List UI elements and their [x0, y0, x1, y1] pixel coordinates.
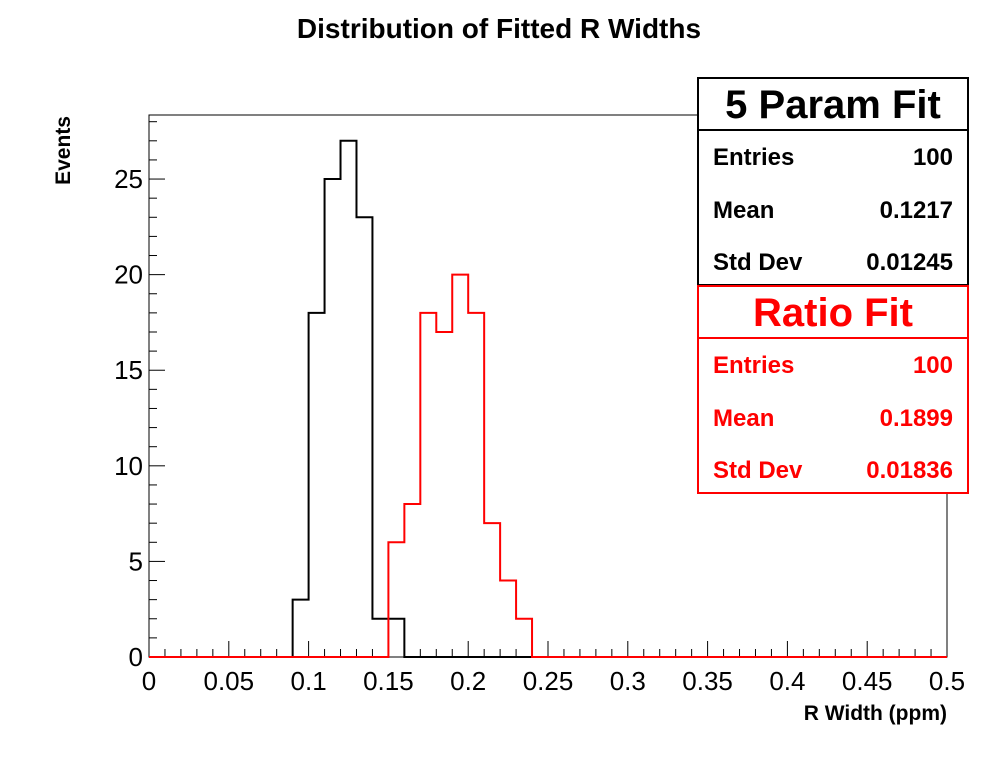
- stats-box-ratio-fit: Ratio Fit Entries 100 Mean 0.1899 Std De…: [697, 285, 969, 494]
- histogram-outline: [149, 273, 947, 658]
- stats-value: 100: [912, 144, 953, 171]
- stats-label: Entries: [713, 144, 795, 171]
- y-axis-label: Events: [52, 116, 75, 185]
- stats-value: 0.01836: [866, 457, 953, 484]
- stats-value: 100: [912, 352, 953, 379]
- x-tick-label: 0.2: [450, 666, 486, 696]
- x-tick-label: 0.4: [769, 666, 805, 696]
- histogram-bin: [388, 542, 404, 657]
- histogram-bin: [500, 581, 516, 657]
- x-tick-label: 0.1: [291, 666, 327, 696]
- stats-row-mean: Mean 0.1217: [713, 196, 953, 226]
- histogram-bin: [356, 217, 372, 657]
- histogram-bin: [516, 619, 532, 657]
- histogram-bin: [404, 504, 420, 657]
- stats-row-entries: Entries 100: [713, 143, 953, 173]
- histogram-bin: [341, 141, 357, 657]
- stats-title: 5 Param Fit: [699, 79, 967, 131]
- x-tick-label: 0.25: [523, 666, 574, 696]
- y-tick-label: 5: [129, 546, 143, 576]
- stats-row-std-dev: Std Dev 0.01245: [713, 248, 953, 278]
- histogram-bin: [372, 619, 388, 657]
- x-tick-label: 0.05: [203, 666, 254, 696]
- stats-box-5-param-fit: 5 Param Fit Entries 100 Mean 0.1217 Std …: [697, 77, 969, 286]
- stats-label: Mean: [713, 197, 775, 224]
- axis-ticks: [148, 121, 948, 658]
- x-tick-label: 0.35: [682, 666, 733, 696]
- stats-row-entries: Entries 100: [713, 351, 953, 381]
- histogram-bin: [484, 523, 500, 657]
- y-tick-label: 10: [114, 451, 143, 481]
- stats-label: Std Dev: [713, 457, 803, 484]
- x-tick-label: 0: [142, 666, 156, 696]
- stats-label: Std Dev: [713, 249, 803, 276]
- stats-value: 0.01245: [866, 249, 953, 276]
- y-tick-label: 20: [114, 260, 143, 290]
- chart-title: Distribution of Fitted R Widths: [297, 13, 701, 44]
- x-tick-label: 0.15: [363, 666, 414, 696]
- histogram-bin: [309, 313, 325, 657]
- y-tick-label: 0: [129, 642, 143, 672]
- stats-title: Ratio Fit: [699, 287, 967, 339]
- x-axis-label: R Width (ppm): [804, 702, 947, 725]
- histogram-bin: [452, 275, 468, 657]
- histogram-bin: [293, 600, 309, 657]
- x-tick-label: 0.45: [842, 666, 893, 696]
- stats-value: 0.1217: [879, 197, 953, 224]
- y-tick-label: 25: [114, 164, 143, 194]
- stats-row-mean: Mean 0.1899: [713, 404, 953, 434]
- histogram-bin: [436, 332, 452, 657]
- stats-row-std-dev: Std Dev 0.01836: [713, 456, 953, 486]
- x-tick-labels: 0 0.05 0.1 0.15 0.2 0.25 0.3 0.35 0.4 0.45 0.5: [142, 666, 965, 696]
- stats-value: 0.1899: [879, 405, 953, 432]
- histogram-bin: [420, 313, 436, 657]
- histogram-series: [149, 273, 947, 658]
- y-tick-label: 15: [114, 355, 143, 385]
- series-layer: [149, 139, 947, 658]
- x-tick-label: 0.3: [610, 666, 646, 696]
- histogram-bin: [468, 313, 484, 657]
- y-tick-labels: 0 5 10 15 20 25: [114, 164, 143, 672]
- x-tick-label: 0.5: [929, 666, 965, 696]
- stats-label: Entries: [713, 352, 795, 379]
- stats-label: Mean: [713, 405, 775, 432]
- histogram-bin: [325, 179, 341, 657]
